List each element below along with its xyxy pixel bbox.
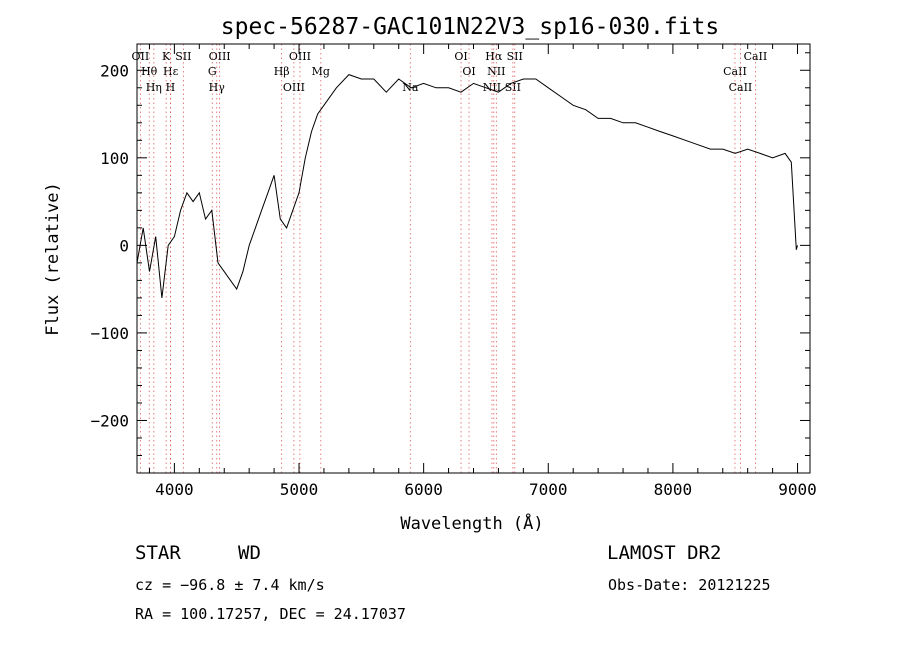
y-tick-label: 100	[100, 149, 129, 168]
emission-line-label: CaII	[723, 65, 747, 78]
y-axis-label: Flux (relative)	[43, 182, 63, 336]
x-tick-label: 5000	[280, 480, 319, 499]
x-tick-label: 6000	[404, 480, 443, 499]
axis-ticks: 4000 5000 6000 7000 8000 9000 −200 −100 0 100 200	[90, 44, 817, 499]
emission-line-label: OI	[454, 50, 467, 63]
x-axis-label: Wavelength (Å)	[400, 512, 543, 534]
emission-line-label: Hα	[485, 50, 503, 63]
emission-line-label: Hθ	[141, 65, 158, 78]
emission-line-label: SII	[175, 50, 191, 63]
emission-line-label: Hβ	[274, 65, 290, 78]
y-tick-label: 0	[119, 236, 129, 255]
emission-line-label: G	[208, 65, 217, 78]
emission-line-label: OI	[462, 65, 475, 78]
x-tick-label: 7000	[529, 480, 568, 499]
y-tick-label: −100	[90, 324, 129, 343]
emission-line-label: OIII	[209, 50, 231, 63]
object-subclass: WD	[238, 542, 261, 564]
emission-line-label: H	[166, 81, 176, 94]
emission-line-label: OIII	[289, 50, 311, 63]
emission-line-label: K	[162, 50, 171, 63]
emission-line-label: NII	[483, 81, 501, 94]
emission-line-markers: OIIHθHηKHεHSIIGHγOIIIHβOIIIOIIIMgNaOIOIN…	[132, 44, 768, 473]
observation-date: Obs-Date: 20121225	[608, 576, 771, 594]
emission-line-label: OII	[132, 50, 150, 63]
emission-line-label: Mg	[312, 65, 330, 78]
plot-frame	[136, 43, 811, 474]
x-tick-label: 9000	[778, 480, 817, 499]
x-tick-label: 8000	[654, 480, 693, 499]
chart-title: spec-56287-GAC101N22V3_sp16-030.fits	[221, 14, 720, 40]
emission-line-label: OIII	[283, 81, 305, 94]
survey-name: LAMOST DR2	[607, 542, 722, 564]
emission-line-label: SII	[507, 50, 523, 63]
spectrum-line	[136, 74, 798, 298]
emission-line-label: CaII	[744, 50, 768, 63]
redshift-velocity: cz = −96.8 ± 7.4 km/s	[135, 576, 325, 594]
ra-dec-coordinates: RA = 100.17257, DEC = 24.17037	[135, 605, 406, 623]
emission-line-label: Hη	[146, 81, 162, 94]
y-tick-label: −200	[90, 411, 129, 430]
object-class: STAR	[135, 542, 181, 564]
emission-line-label: NII	[487, 65, 505, 78]
emission-line-label: Hγ	[209, 81, 226, 94]
x-tick-label: 4000	[155, 480, 194, 499]
y-tick-label: 200	[100, 61, 129, 80]
emission-line-label: CaII	[729, 81, 753, 94]
